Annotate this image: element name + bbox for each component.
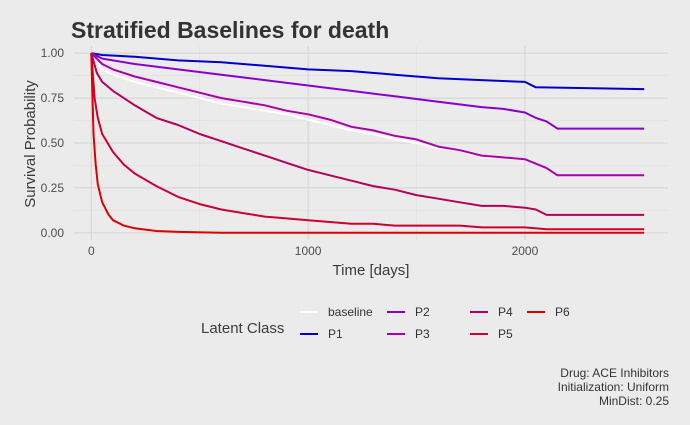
legend-label-p3: P3 — [415, 327, 430, 341]
legend-label-p4: P4 — [498, 305, 513, 319]
legend-label-p1: P1 — [328, 327, 343, 341]
x-tick-label: 0 — [88, 244, 95, 258]
grid-layer — [74, 46, 668, 240]
series-line-p3 — [90, 52, 645, 177]
caption-line: MinDist: 0.25 — [599, 394, 669, 408]
legend-label-p6: P6 — [555, 305, 570, 319]
legend-label-baseline: baseline — [328, 305, 373, 319]
x-tick-label: 2000 — [512, 244, 539, 258]
tick-layer: 0.00 0.25 0.50 0.75 1.00 0 1000 2000 — [41, 46, 539, 258]
y-tick-label: 0.75 — [41, 91, 65, 105]
y-tick-label: 0.50 — [41, 136, 65, 150]
y-tick-label: 0.25 — [41, 181, 65, 195]
series-line-p4 — [90, 52, 645, 216]
caption-line: Drug: ACE Inhibitors — [560, 366, 669, 380]
y-axis-title: Survival Probability — [22, 80, 39, 208]
x-axis-title: Time [days] — [333, 262, 410, 279]
legend-label-p2: P2 — [415, 305, 430, 319]
series-layer — [90, 52, 645, 234]
x-tick-label: 1000 — [295, 244, 322, 258]
series-line-p1 — [91, 52, 645, 91]
y-tick-label: 1.00 — [41, 46, 65, 60]
legend: baseline P1 P2 P3 P4 P5 P6 — [300, 305, 570, 341]
caption-line: Initialization: Uniform — [558, 380, 669, 394]
series-line-p6 — [90, 53, 645, 234]
chart-title: Stratified Baselines for death — [71, 17, 389, 43]
series-line-p5 — [90, 53, 645, 231]
series-line-p2 — [90, 52, 645, 130]
legend-label-p5: P5 — [498, 327, 513, 341]
legend-title: Latent Class — [201, 320, 284, 337]
y-tick-label: 0.00 — [41, 226, 65, 240]
